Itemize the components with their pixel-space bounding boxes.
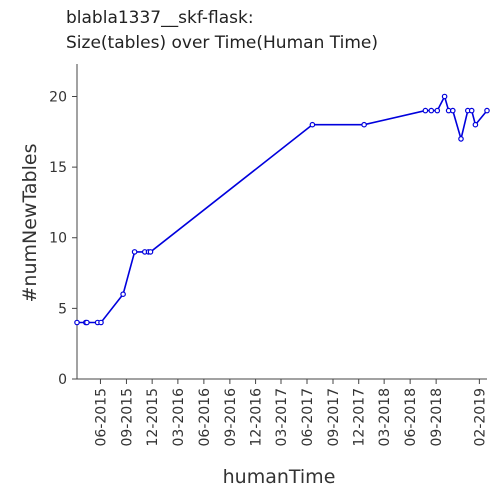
y-tick-label: 15 <box>49 160 67 176</box>
data-point <box>434 107 441 114</box>
data-point <box>309 121 316 128</box>
x-tick-label: 06-2018 <box>403 388 419 447</box>
x-tick-label: 12-2015 <box>145 388 161 447</box>
x-tick-label: 09-2018 <box>429 388 445 447</box>
x-tick-label: 06-2016 <box>197 388 213 447</box>
data-point <box>98 319 104 326</box>
y-tick-label: 20 <box>49 89 67 105</box>
x-tick-label: 02-2019 <box>472 388 488 447</box>
y-tick-label: 10 <box>49 231 67 247</box>
data-point <box>441 93 448 100</box>
y-axis-label: #numNewTables <box>19 144 41 303</box>
data-point <box>449 107 456 114</box>
x-tick-label: 12-2016 <box>249 388 265 447</box>
data-point <box>84 319 90 326</box>
data-point <box>428 107 435 114</box>
data-point <box>361 121 367 128</box>
data-point <box>458 136 464 142</box>
series-line-layer <box>77 94 488 324</box>
x-tick-label: 09-2016 <box>223 388 239 447</box>
y-tick-label: 5 <box>58 301 67 317</box>
series-line <box>77 94 488 324</box>
chart-title-line-1: blabla1337__skf-flask: <box>66 8 254 28</box>
data-point <box>484 107 490 114</box>
x-axis-label: humanTime <box>223 466 336 488</box>
chart-title-line-2: Size(tables) over Time(Human Time) <box>66 33 378 53</box>
data-point <box>468 107 475 114</box>
data-point <box>147 249 154 255</box>
y-tick-label: 0 <box>58 372 67 388</box>
x-tick-label: 09-2017 <box>326 388 342 447</box>
x-tick-label: 09-2015 <box>119 388 135 447</box>
x-tick-label: 03-2018 <box>377 388 393 447</box>
data-points-layer <box>74 93 490 326</box>
x-tick-label: 12-2017 <box>352 388 368 447</box>
data-point <box>131 249 138 255</box>
data-point <box>120 291 126 298</box>
x-tick-label: 06-2017 <box>300 388 316 447</box>
x-tick-label: 03-2017 <box>274 388 290 447</box>
data-point <box>74 319 80 326</box>
x-tick-label: 06-2015 <box>93 388 109 447</box>
data-point <box>422 107 429 114</box>
x-tick-label: 03-2016 <box>171 388 187 447</box>
data-point <box>472 121 479 128</box>
axes: 0 5 10 15 20 06-2015 09-2015 12-2015 03-2016 06-2… <box>49 64 488 447</box>
